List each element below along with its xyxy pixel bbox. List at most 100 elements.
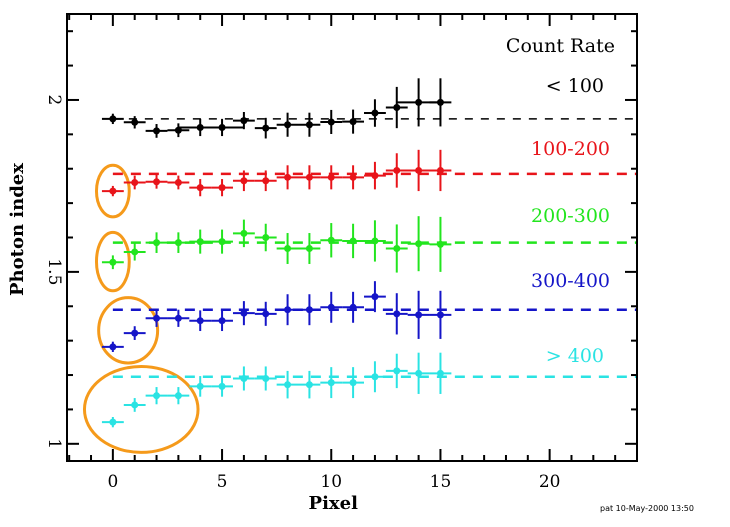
data-point bbox=[153, 239, 161, 247]
data-point bbox=[393, 367, 401, 375]
data-point bbox=[349, 118, 357, 126]
legend-entry: < 100 bbox=[546, 75, 604, 97]
data-point bbox=[131, 329, 139, 337]
data-point bbox=[174, 314, 182, 322]
data-point bbox=[371, 109, 379, 117]
data-point bbox=[131, 118, 139, 126]
data-point bbox=[349, 237, 357, 245]
data-point bbox=[153, 314, 161, 322]
data-point bbox=[349, 173, 357, 181]
y-tick-label: 1 bbox=[44, 438, 64, 449]
highlight-ellipse bbox=[97, 296, 160, 365]
data-point bbox=[174, 239, 182, 247]
data-point bbox=[305, 245, 313, 253]
data-point bbox=[196, 184, 204, 192]
legend-entry: 300-400 bbox=[531, 270, 610, 292]
legend-entry: 200-300 bbox=[531, 205, 610, 227]
data-point bbox=[305, 121, 313, 129]
data-point bbox=[262, 374, 270, 382]
data-point bbox=[196, 317, 204, 325]
data-point bbox=[415, 166, 423, 174]
x-tick-label: 15 bbox=[430, 472, 452, 492]
data-point bbox=[218, 382, 226, 390]
data-point bbox=[371, 373, 379, 381]
data-point bbox=[436, 240, 444, 248]
data-point bbox=[218, 123, 226, 131]
data-point bbox=[305, 306, 313, 314]
data-point bbox=[262, 310, 270, 318]
data-point bbox=[349, 379, 357, 387]
data-point bbox=[327, 303, 335, 311]
data-point bbox=[153, 127, 161, 135]
x-tick-label: 0 bbox=[107, 472, 118, 492]
data-point bbox=[240, 309, 248, 317]
x-tick-label: 20 bbox=[539, 472, 561, 492]
data-point bbox=[109, 115, 117, 123]
data-point bbox=[131, 248, 139, 256]
axis-tick-labels: 0 5 10 15 20 1 1.5 2 bbox=[44, 95, 560, 492]
data-point bbox=[349, 303, 357, 311]
data-point bbox=[393, 104, 401, 112]
series-0 bbox=[101, 78, 452, 139]
data-point bbox=[109, 187, 117, 195]
data-point bbox=[327, 118, 335, 126]
data-point bbox=[284, 306, 292, 314]
axis-ticks bbox=[67, 14, 638, 461]
data-point bbox=[415, 98, 423, 106]
data-point bbox=[174, 126, 182, 134]
data-point bbox=[153, 392, 161, 400]
data-point bbox=[174, 178, 182, 186]
data-point bbox=[240, 374, 248, 382]
data-point bbox=[109, 343, 117, 351]
highlight-ellipse bbox=[94, 163, 131, 219]
data-point bbox=[240, 177, 248, 185]
data-points bbox=[101, 78, 452, 428]
series-2 bbox=[101, 216, 452, 273]
data-point bbox=[109, 418, 117, 426]
data-point bbox=[153, 178, 161, 186]
data-point bbox=[371, 172, 379, 180]
legend: < 100 100-200 200-300 300-400 > 400 bbox=[531, 75, 610, 367]
data-point bbox=[327, 379, 335, 387]
data-point bbox=[305, 381, 313, 389]
legend-entry: 100-200 bbox=[531, 138, 610, 160]
data-point bbox=[371, 293, 379, 301]
series-4 bbox=[101, 352, 452, 428]
data-point bbox=[196, 382, 204, 390]
data-point bbox=[284, 381, 292, 389]
data-point bbox=[327, 236, 335, 244]
data-point bbox=[436, 166, 444, 174]
legend-title: Count Rate bbox=[506, 35, 615, 57]
data-point bbox=[393, 310, 401, 318]
data-point bbox=[109, 258, 117, 266]
x-axis-label: Pixel bbox=[309, 493, 359, 514]
highlight-ellipse bbox=[82, 364, 200, 454]
y-axis-label: Photon index bbox=[7, 163, 28, 296]
data-point bbox=[218, 317, 226, 325]
data-point bbox=[218, 238, 226, 246]
data-point bbox=[284, 173, 292, 181]
data-point bbox=[415, 240, 423, 248]
legend-entry: > 400 bbox=[546, 345, 604, 367]
data-point bbox=[240, 117, 248, 125]
data-point bbox=[196, 238, 204, 246]
footer-timestamp: pat 10-May-2000 13:50 bbox=[600, 504, 694, 513]
series-3 bbox=[101, 281, 452, 353]
y-tick-label: 1.5 bbox=[44, 258, 64, 285]
data-point bbox=[131, 178, 139, 186]
x-tick-label: 10 bbox=[320, 472, 342, 492]
series-1 bbox=[101, 149, 452, 197]
data-point bbox=[218, 184, 226, 192]
data-point bbox=[415, 369, 423, 377]
y-tick-label: 2 bbox=[44, 95, 64, 106]
x-tick-label: 5 bbox=[217, 472, 228, 492]
data-point bbox=[327, 173, 335, 181]
data-point bbox=[240, 229, 248, 237]
highlight-ellipse bbox=[94, 230, 131, 293]
data-point bbox=[262, 234, 270, 241]
data-point bbox=[262, 177, 270, 185]
data-point bbox=[393, 245, 401, 253]
data-point bbox=[436, 98, 444, 106]
data-point bbox=[284, 121, 292, 129]
